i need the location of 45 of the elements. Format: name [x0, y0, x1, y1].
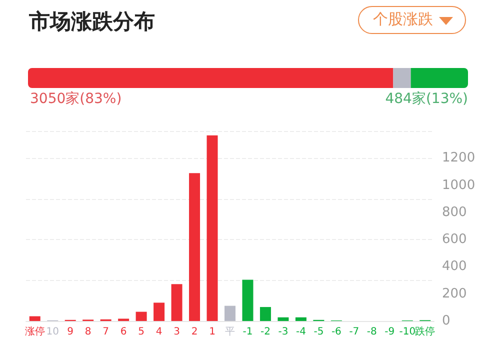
x-tick-label: 平 [225, 326, 235, 338]
x-tick-label: -3 [278, 326, 288, 338]
bar [224, 306, 236, 321]
x-tick-label: -7 [349, 326, 360, 338]
x-tick-label: 1 [209, 326, 216, 338]
x-tick-label: 6 [120, 326, 127, 338]
bar [29, 316, 40, 321]
x-tick-label: 涨停 [24, 326, 45, 338]
x-tick-label: -10 [399, 326, 416, 338]
x-tick-label: 8 [84, 326, 92, 338]
x-tick-label: 跌停 [415, 326, 436, 338]
x-tick-label: -6 [331, 326, 342, 338]
y-tick-label: 800 [442, 204, 467, 220]
x-tick-label: 5 [138, 326, 144, 338]
x-tick-label: -9 [384, 326, 395, 338]
bar [189, 173, 200, 321]
bar [154, 302, 165, 321]
x-tick-label: -1 [242, 326, 253, 338]
bar [242, 280, 254, 321]
y-tick-label: 1200 [442, 150, 476, 166]
x-tick-label: 7 [102, 326, 110, 338]
y-tick-label: 200 [442, 286, 467, 302]
data-label: 3050家(83%) [30, 91, 122, 107]
x-tick-label: 10 [46, 326, 59, 338]
bar [295, 317, 306, 321]
y-tick-label: 0 [442, 314, 450, 328]
bar [278, 317, 289, 321]
bar [260, 307, 271, 321]
x-tick-label: 3 [174, 326, 180, 338]
dropdown-button: 个股涨跌 [358, 6, 466, 34]
x-tick-label: -2 [260, 326, 270, 338]
chart-title: 市场涨跌分布 [28, 10, 155, 34]
bar [136, 312, 147, 321]
bar [206, 135, 218, 321]
x-tick-label: 2 [191, 326, 198, 338]
x-tick-label: 4 [156, 326, 162, 338]
data-label: 484家(13%) [385, 91, 468, 107]
y-tick-label: 400 [442, 259, 467, 274]
x-tick-label: -8 [366, 326, 377, 338]
x-tick-label: 9 [67, 326, 74, 338]
x-tick-label: -5 [314, 326, 324, 338]
y-tick-label: 1000 [442, 178, 476, 193]
y-tick-label: 600 [442, 232, 467, 248]
bar [171, 284, 182, 321]
x-tick-label: -4 [296, 326, 306, 338]
